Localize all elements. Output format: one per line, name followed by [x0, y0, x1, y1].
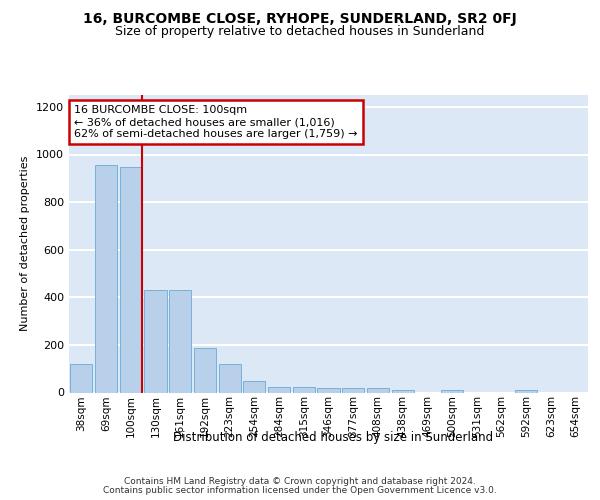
Text: Contains public sector information licensed under the Open Government Licence v3: Contains public sector information licen… — [103, 486, 497, 495]
Bar — [70, 364, 92, 392]
Bar — [194, 348, 216, 393]
Text: Size of property relative to detached houses in Sunderland: Size of property relative to detached ho… — [115, 25, 485, 38]
Bar — [169, 290, 191, 392]
Text: 16 BURCOMBE CLOSE: 100sqm
← 36% of detached houses are smaller (1,016)
62% of se: 16 BURCOMBE CLOSE: 100sqm ← 36% of detac… — [74, 106, 358, 138]
Bar — [317, 388, 340, 392]
Text: Contains HM Land Registry data © Crown copyright and database right 2024.: Contains HM Land Registry data © Crown c… — [124, 477, 476, 486]
Bar — [441, 390, 463, 392]
Bar — [95, 165, 117, 392]
Bar — [145, 290, 167, 392]
Bar — [367, 388, 389, 392]
Y-axis label: Number of detached properties: Number of detached properties — [20, 156, 31, 332]
Bar — [342, 388, 364, 392]
Bar — [515, 390, 538, 392]
Text: 16, BURCOMBE CLOSE, RYHOPE, SUNDERLAND, SR2 0FJ: 16, BURCOMBE CLOSE, RYHOPE, SUNDERLAND, … — [83, 12, 517, 26]
Bar — [392, 390, 414, 392]
Bar — [293, 388, 315, 392]
Text: Distribution of detached houses by size in Sunderland: Distribution of detached houses by size … — [173, 431, 493, 444]
Bar — [243, 381, 265, 392]
Bar — [268, 388, 290, 392]
Bar — [119, 167, 142, 392]
Bar — [218, 364, 241, 392]
